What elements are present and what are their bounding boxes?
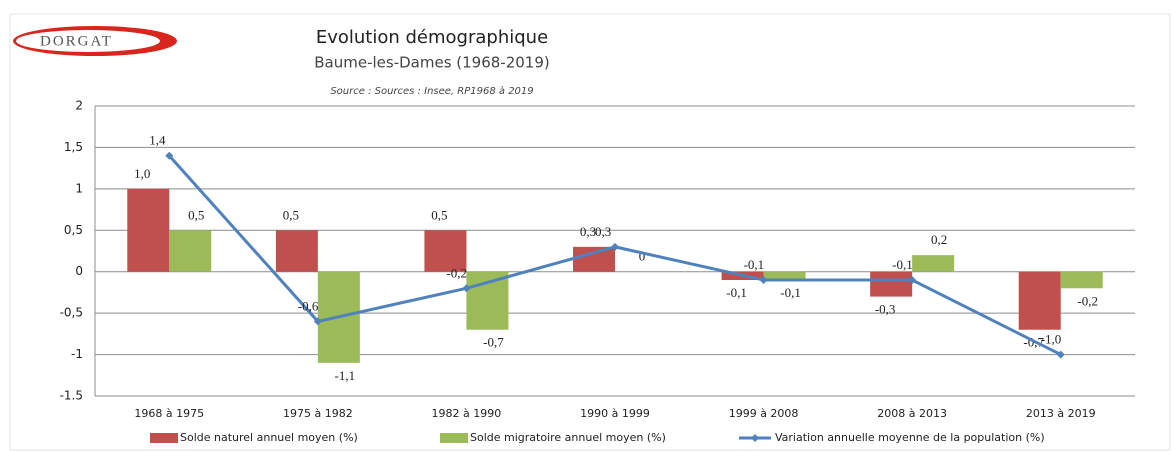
y-tick-label: -1.5 [60,389,83,403]
chart-subtitle: Baume-les-Dames (1968-2019) [314,54,550,72]
logo-inner [16,30,160,52]
legend-label: Solde naturel annuel moyen (%) [180,431,358,444]
value-label: 0,5 [188,207,204,222]
chart-title: Evolution démographique [316,27,548,48]
line-marker [611,242,619,251]
value-label: 1,4 [149,133,166,148]
x-tick-label: 1968 à 1975 [134,407,204,420]
bar [466,271,509,330]
value-label: 0,3 [580,224,596,239]
bar [127,188,170,272]
y-tick-label: 1 [75,181,83,195]
line-marker [759,276,768,284]
y-tick-label: 0 [75,264,83,278]
legend-swatch [150,433,178,443]
x-tick-label: 1982 à 1990 [432,407,502,420]
value-label: -0,7 [483,335,504,350]
value-label: 0,2 [931,232,947,247]
value-label: -0,3 [875,302,896,317]
x-tick-label: 1999 à 2008 [729,407,799,420]
value-label: -0,1 [744,257,765,272]
legend-marker [751,434,759,442]
chart-source: Source : Sources : Insee, RP1968 à 2019 [330,85,533,97]
value-label: -0,2 [446,265,467,280]
bar [1060,271,1103,289]
value-label: 0 [639,249,646,264]
y-tick-label: 1,5 [64,140,83,154]
value-label: 1,0 [134,166,150,181]
value-label: 0,3 [595,224,611,239]
x-tick-label: 2013 à 2019 [1026,407,1096,420]
legend-label: Solde migratoire annuel moyen (%) [470,431,666,444]
value-label: 0,5 [283,207,299,222]
bar [763,271,806,280]
value-label: -0,2 [1077,293,1098,308]
line-marker [462,284,471,293]
bar [573,246,615,272]
line-marker [1056,350,1065,359]
logo-text: DORGAT [40,33,113,49]
bar [912,255,955,272]
value-label: -1,0 [1041,332,1062,347]
value-label: -0,6 [298,298,319,313]
bar [169,230,212,272]
legend-swatch [440,433,468,443]
y-tick-label: 0,5 [64,223,83,237]
bar [424,230,467,272]
bar [275,230,318,272]
y-tick-label: 2 [75,99,83,113]
x-tick-label: 1975 à 1982 [283,407,353,420]
x-tick-label: 2008 à 2013 [877,407,947,420]
value-label: -0,1 [892,257,913,272]
bar [870,271,913,297]
value-label: -0,1 [780,285,801,300]
value-label: -1,1 [335,368,356,383]
x-tick-label: 1990 à 1999 [580,407,650,420]
line-marker [313,317,322,326]
y-tick-label: -1 [71,347,83,361]
line-marker [908,276,917,284]
legend-label: Variation annuelle moyenne de la populat… [775,431,1045,444]
value-label: 0,5 [431,207,447,222]
line-marker [165,151,174,160]
value-label: -0,1 [726,285,747,300]
bar [1018,271,1061,330]
y-tick-label: -0,5 [60,306,83,320]
